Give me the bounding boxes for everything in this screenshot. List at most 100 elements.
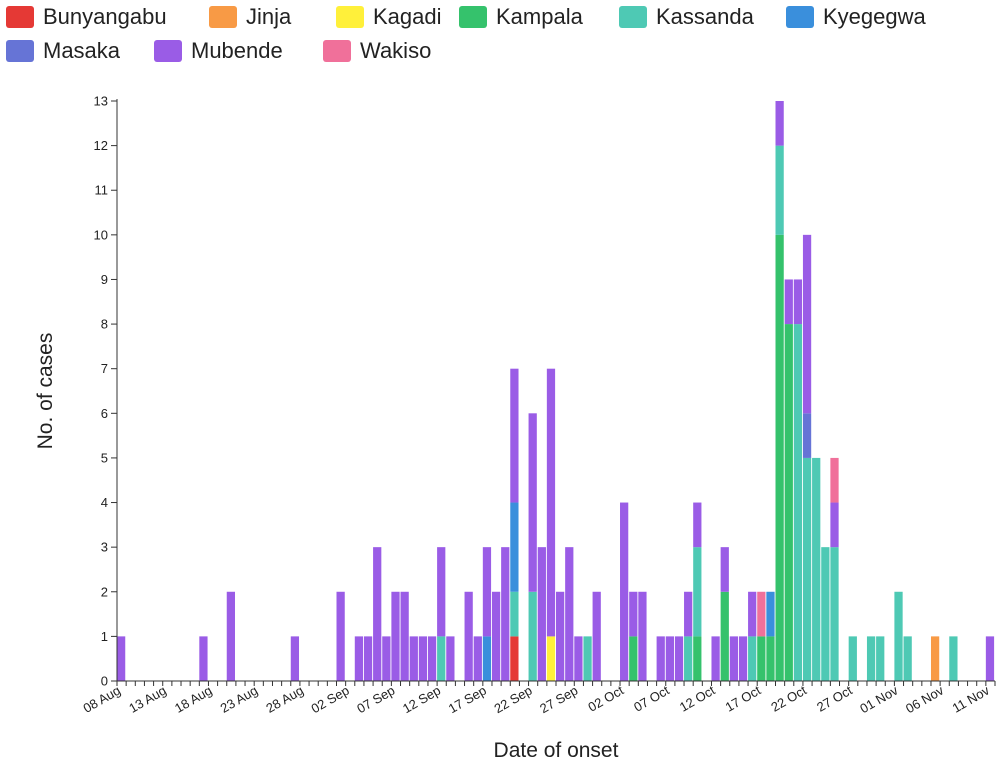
bar-segment-kassanda: [866, 636, 876, 681]
legend-label: Wakiso: [360, 38, 432, 63]
bar-segment-kassanda: [802, 457, 812, 681]
bar-segment-kassanda: [693, 547, 702, 637]
bar-segment-mubende: [363, 636, 373, 681]
bar-segment-kyegegwa: [482, 636, 492, 681]
legend-swatch: [323, 40, 351, 62]
legend-item-kagadi[interactable]: Kagadi: [336, 2, 442, 32]
legend-item-masaka[interactable]: Masaka: [6, 36, 120, 66]
bar-segment-wakiso: [757, 591, 766, 637]
x-tick-label: 11 Nov: [950, 682, 993, 715]
legend-swatch: [786, 6, 814, 28]
legend-swatch: [336, 6, 364, 28]
legend-item-wakiso[interactable]: Wakiso: [323, 36, 431, 66]
y-tick-label: 5: [101, 450, 108, 465]
bar-segment-mubende: [665, 636, 674, 681]
bar-segment-kyegegwa: [766, 591, 775, 637]
legend-swatch: [6, 40, 34, 62]
bar-segment-mubende: [711, 636, 720, 681]
legend-label: Mubende: [191, 38, 283, 63]
bar-segment-kassanda: [775, 145, 784, 235]
bar-segment-kampala: [693, 636, 702, 681]
legend-item-mubende[interactable]: Mubende: [154, 36, 283, 66]
legend-item-jinja[interactable]: Jinja: [209, 2, 291, 32]
bar-segment-kassanda: [848, 636, 857, 681]
bar-segment-mubende: [720, 547, 729, 592]
bar-segment-bunyangabu: [510, 636, 519, 681]
y-tick-label: 12: [94, 138, 108, 153]
legend-label: Kampala: [496, 4, 583, 29]
y-tick-label: 0: [101, 674, 108, 689]
bar-segment-mubende: [784, 279, 793, 325]
legend-item-bunyangabu[interactable]: Bunyangabu: [6, 2, 167, 32]
bar-segment-mubende: [117, 636, 126, 681]
bar-segment-kassanda: [894, 591, 903, 681]
legend-item-kampala[interactable]: Kampala: [459, 2, 583, 32]
bar-segment-masaka: [802, 413, 812, 458]
y-tick-label: 4: [101, 495, 108, 510]
bar-segment-kassanda: [949, 636, 958, 681]
bar-segment-mubende: [510, 368, 519, 503]
y-tick-label: 1: [101, 629, 108, 644]
bar-segment-mubende: [418, 636, 428, 681]
bar-segment-wakiso: [830, 457, 839, 503]
x-tick-label: 13 Aug: [126, 683, 169, 716]
bar-segment-mubende: [574, 636, 583, 681]
bar-segment-mubende: [793, 279, 803, 325]
x-tick-label: 23 Aug: [218, 683, 261, 716]
y-tick-label: 11: [95, 183, 109, 198]
legend-swatch: [154, 40, 182, 62]
bar-segment-kassanda: [748, 636, 757, 681]
bar-segment-mubende: [437, 547, 446, 637]
bar-segment-kassanda: [830, 547, 839, 681]
x-tick-label: 27 Oct: [814, 682, 855, 714]
bar-segment-kassanda: [510, 591, 519, 637]
bar-segment-kassanda: [437, 636, 446, 681]
y-tick-label: 8: [101, 317, 108, 332]
bar-segment-mubende: [693, 502, 702, 548]
bar-segment-kassanda: [583, 636, 592, 681]
y-tick-label: 13: [94, 94, 108, 109]
legend-label: Jinja: [246, 4, 292, 29]
bar-segment-jinja: [930, 636, 940, 681]
y-tick-label: 10: [94, 227, 108, 242]
bar-segment-kassanda: [684, 636, 693, 681]
legend-label: Kyegegwa: [823, 4, 926, 29]
bar-segment-mubende: [738, 636, 748, 681]
bar-segment-mubende: [382, 636, 391, 681]
bar-segment-mubende: [528, 413, 537, 592]
legend-item-kassanda[interactable]: Kassanda: [619, 2, 754, 32]
bar-segment-mubende: [674, 636, 684, 681]
y-tick-label: 9: [101, 272, 108, 287]
y-tick-label: 3: [101, 540, 108, 555]
bar-segment-kampala: [757, 636, 766, 681]
bar-segment-kagadi: [546, 636, 556, 681]
bar-segment-kampala: [766, 636, 775, 681]
bar-segment-mubende: [546, 368, 556, 637]
bar-segment-mubende: [199, 636, 208, 681]
x-tick-label: 07 Oct: [631, 682, 672, 714]
y-tick-label: 6: [101, 406, 108, 421]
bar-segment-kampala: [629, 636, 638, 681]
bar-segment-kyegegwa: [510, 502, 519, 592]
legend-swatch: [209, 6, 237, 28]
legend-label: Masaka: [43, 38, 121, 63]
x-tick-label: 07 Sep: [354, 683, 397, 717]
bar-segment-mubende: [729, 636, 739, 681]
bar-segment-mubende: [501, 547, 510, 681]
bar-segment-mubende: [226, 591, 235, 681]
bar-segment-mubende: [656, 636, 665, 681]
bar-segment-mubende: [985, 636, 995, 681]
bar-segment-mubende: [400, 591, 409, 681]
bar-segment-mubende: [775, 101, 784, 146]
legend-swatch: [619, 6, 647, 28]
bar-segment-kassanda: [812, 457, 821, 681]
y-axis-title: No. of cases: [34, 333, 57, 450]
bar-segment-mubende: [830, 502, 839, 548]
bar-segment-mubende: [354, 636, 364, 681]
y-tick-label: 2: [101, 584, 108, 599]
bar-segment-kassanda: [528, 591, 537, 681]
legend-label: Kagadi: [373, 4, 442, 29]
bar-segment-kampala: [784, 324, 793, 681]
legend-item-kyegegwa[interactable]: Kyegegwa: [786, 2, 926, 32]
